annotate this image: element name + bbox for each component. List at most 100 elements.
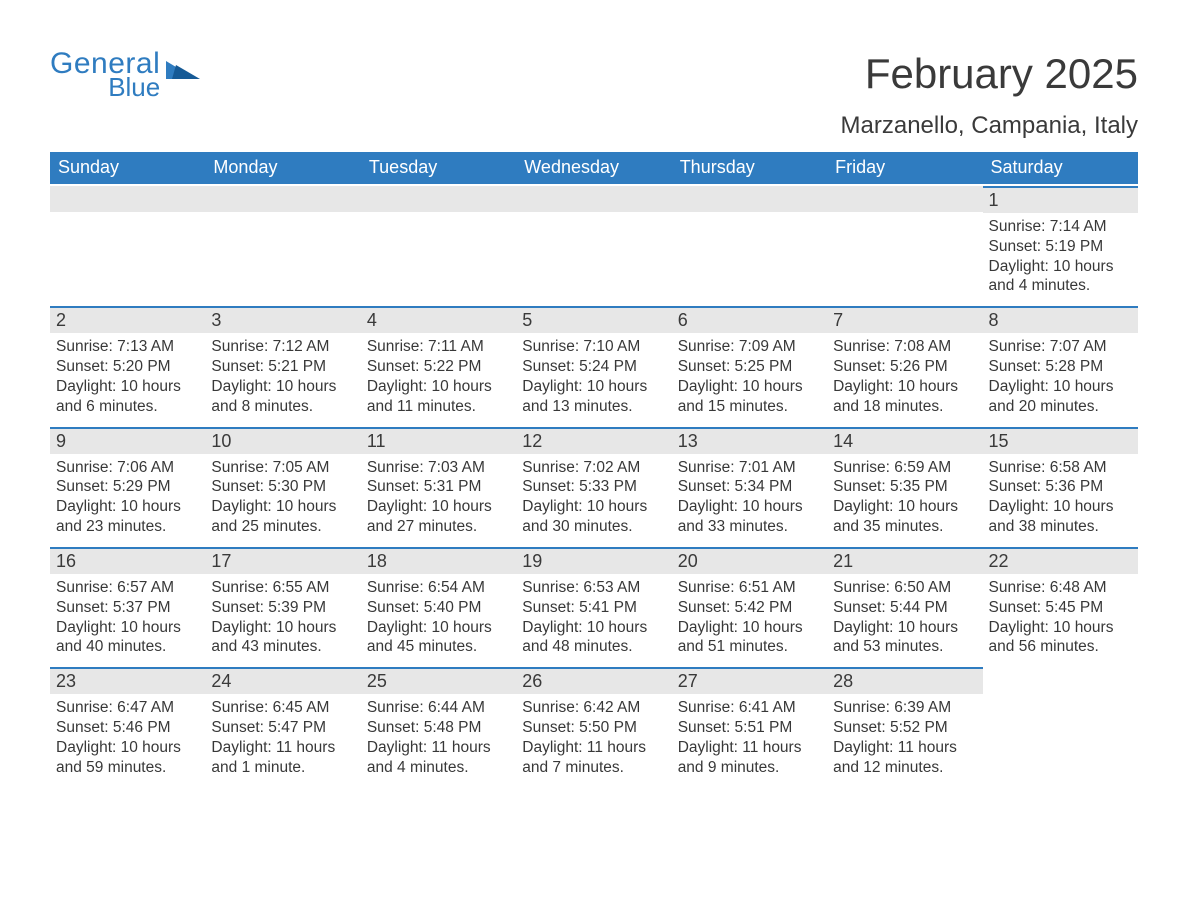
daylight-text: Daylight: 10 hours and 11 minutes.: [367, 377, 510, 417]
day-body: Sunrise: 6:55 AMSunset: 5:39 PMDaylight:…: [205, 574, 360, 657]
daylight-text: Daylight: 10 hours and 23 minutes.: [56, 497, 199, 537]
week-row: 16Sunrise: 6:57 AMSunset: 5:37 PMDayligh…: [50, 547, 1138, 665]
sunset-text: Sunset: 5:28 PM: [989, 357, 1132, 377]
day-cell: 13Sunrise: 7:01 AMSunset: 5:34 PMDayligh…: [672, 427, 827, 545]
header: General Blue February 2025 Marzanello, C…: [50, 50, 1138, 140]
sunset-text: Sunset: 5:40 PM: [367, 598, 510, 618]
day-empty-bar: [50, 186, 205, 212]
day-body: Sunrise: 7:06 AMSunset: 5:29 PMDaylight:…: [50, 454, 205, 537]
day-body: Sunrise: 7:10 AMSunset: 5:24 PMDaylight:…: [516, 333, 671, 416]
dow-cell: Friday: [827, 152, 982, 184]
day-number: 5: [516, 306, 671, 333]
day-number: 28: [827, 667, 982, 694]
daylight-text: Daylight: 10 hours and 43 minutes.: [211, 618, 354, 658]
sunrise-text: Sunrise: 6:48 AM: [989, 578, 1132, 598]
weeks-container: 1Sunrise: 7:14 AMSunset: 5:19 PMDaylight…: [50, 186, 1138, 786]
dow-cell: Sunday: [50, 152, 205, 184]
day-cell: 2Sunrise: 7:13 AMSunset: 5:20 PMDaylight…: [50, 306, 205, 424]
logo-text: General Blue: [50, 50, 160, 99]
week-row: 2Sunrise: 7:13 AMSunset: 5:20 PMDaylight…: [50, 306, 1138, 424]
sunset-text: Sunset: 5:25 PM: [678, 357, 821, 377]
sunset-text: Sunset: 5:44 PM: [833, 598, 976, 618]
daylight-text: Daylight: 10 hours and 20 minutes.: [989, 377, 1132, 417]
sunrise-text: Sunrise: 6:54 AM: [367, 578, 510, 598]
sunset-text: Sunset: 5:20 PM: [56, 357, 199, 377]
day-cell: 5Sunrise: 7:10 AMSunset: 5:24 PMDaylight…: [516, 306, 671, 424]
sunrise-text: Sunrise: 7:03 AM: [367, 458, 510, 478]
day-body: Sunrise: 7:07 AMSunset: 5:28 PMDaylight:…: [983, 333, 1138, 416]
dow-cell: Saturday: [983, 152, 1138, 184]
day-cell: 27Sunrise: 6:41 AMSunset: 5:51 PMDayligh…: [672, 667, 827, 785]
sunset-text: Sunset: 5:22 PM: [367, 357, 510, 377]
sunset-text: Sunset: 5:37 PM: [56, 598, 199, 618]
sunrise-text: Sunrise: 7:07 AM: [989, 337, 1132, 357]
sunrise-text: Sunrise: 6:58 AM: [989, 458, 1132, 478]
daylight-text: Daylight: 11 hours and 4 minutes.: [367, 738, 510, 778]
day-cell: 21Sunrise: 6:50 AMSunset: 5:44 PMDayligh…: [827, 547, 982, 665]
day-number: 8: [983, 306, 1138, 333]
day-cell: 12Sunrise: 7:02 AMSunset: 5:33 PMDayligh…: [516, 427, 671, 545]
daylight-text: Daylight: 10 hours and 56 minutes.: [989, 618, 1132, 658]
day-body: Sunrise: 6:50 AMSunset: 5:44 PMDaylight:…: [827, 574, 982, 657]
daylight-text: Daylight: 11 hours and 7 minutes.: [522, 738, 665, 778]
daylight-text: Daylight: 10 hours and 27 minutes.: [367, 497, 510, 537]
sunrise-text: Sunrise: 7:12 AM: [211, 337, 354, 357]
sunrise-text: Sunrise: 6:47 AM: [56, 698, 199, 718]
daylight-text: Daylight: 10 hours and 59 minutes.: [56, 738, 199, 778]
day-number: 19: [516, 547, 671, 574]
day-body: Sunrise: 7:09 AMSunset: 5:25 PMDaylight:…: [672, 333, 827, 416]
sunrise-text: Sunrise: 6:55 AM: [211, 578, 354, 598]
day-cell: 4 Sunrise: 7:11 AMSunset: 5:22 PMDaylight…: [361, 306, 516, 424]
week-row: 23Sunrise: 6:47 AMSunset: 5:46 PMDayligh…: [50, 667, 1138, 785]
day-body: Sunrise: 6:41 AMSunset: 5:51 PMDaylight:…: [672, 694, 827, 777]
day-cell: 7Sunrise: 7:08 AMSunset: 5:26 PMDaylight…: [827, 306, 982, 424]
sunset-text: Sunset: 5:24 PM: [522, 357, 665, 377]
daylight-text: Daylight: 10 hours and 35 minutes.: [833, 497, 976, 537]
day-number: 4: [361, 306, 516, 333]
day-cell: [205, 186, 360, 304]
day-number: 24: [205, 667, 360, 694]
sunrise-text: Sunrise: 6:39 AM: [833, 698, 976, 718]
sunset-text: Sunset: 5:41 PM: [522, 598, 665, 618]
day-cell: [983, 667, 1138, 785]
sunrise-text: Sunrise: 7:02 AM: [522, 458, 665, 478]
day-cell: [50, 186, 205, 304]
day-number: 14: [827, 427, 982, 454]
sunrise-text: Sunrise: 7:05 AM: [211, 458, 354, 478]
day-body: Sunrise: 6:54 AMSunset: 5:40 PMDaylight:…: [361, 574, 516, 657]
day-body: Sunrise: 7:01 AMSunset: 5:34 PMDaylight:…: [672, 454, 827, 537]
day-cell: 15Sunrise: 6:58 AMSunset: 5:36 PMDayligh…: [983, 427, 1138, 545]
day-number: 26: [516, 667, 671, 694]
day-cell: 24Sunrise: 6:45 AMSunset: 5:47 PMDayligh…: [205, 667, 360, 785]
day-cell: 9Sunrise: 7:06 AMSunset: 5:29 PMDaylight…: [50, 427, 205, 545]
day-cell: 17Sunrise: 6:55 AMSunset: 5:39 PMDayligh…: [205, 547, 360, 665]
day-number: 12: [516, 427, 671, 454]
day-cell: 19Sunrise: 6:53 AMSunset: 5:41 PMDayligh…: [516, 547, 671, 665]
sunrise-text: Sunrise: 7:06 AM: [56, 458, 199, 478]
day-cell: 18Sunrise: 6:54 AMSunset: 5:40 PMDayligh…: [361, 547, 516, 665]
sunrise-text: Sunrise: 7:11 AM: [367, 337, 510, 357]
day-cell: 6Sunrise: 7:09 AMSunset: 5:25 PMDaylight…: [672, 306, 827, 424]
dow-cell: Wednesday: [516, 152, 671, 184]
daylight-text: Daylight: 10 hours and 8 minutes.: [211, 377, 354, 417]
day-number: 22: [983, 547, 1138, 574]
sunrise-text: Sunrise: 6:45 AM: [211, 698, 354, 718]
day-number: 13: [672, 427, 827, 454]
sunset-text: Sunset: 5:21 PM: [211, 357, 354, 377]
daylight-text: Daylight: 11 hours and 12 minutes.: [833, 738, 976, 778]
day-body: Sunrise: 6:47 AMSunset: 5:46 PMDaylight:…: [50, 694, 205, 777]
daylight-text: Daylight: 10 hours and 6 minutes.: [56, 377, 199, 417]
sunrise-text: Sunrise: 7:13 AM: [56, 337, 199, 357]
day-number: 16: [50, 547, 205, 574]
sunset-text: Sunset: 5:47 PM: [211, 718, 354, 738]
daylight-text: Daylight: 10 hours and 33 minutes.: [678, 497, 821, 537]
sunset-text: Sunset: 5:19 PM: [989, 237, 1132, 257]
day-number: 6: [672, 306, 827, 333]
sunrise-text: Sunrise: 7:01 AM: [678, 458, 821, 478]
day-body: Sunrise: 6:57 AMSunset: 5:37 PMDaylight:…: [50, 574, 205, 657]
sunrise-text: Sunrise: 6:50 AM: [833, 578, 976, 598]
day-cell: 1Sunrise: 7:14 AMSunset: 5:19 PMDaylight…: [983, 186, 1138, 304]
sunset-text: Sunset: 5:51 PM: [678, 718, 821, 738]
sunset-text: Sunset: 5:35 PM: [833, 477, 976, 497]
day-cell: 8Sunrise: 7:07 AMSunset: 5:28 PMDaylight…: [983, 306, 1138, 424]
